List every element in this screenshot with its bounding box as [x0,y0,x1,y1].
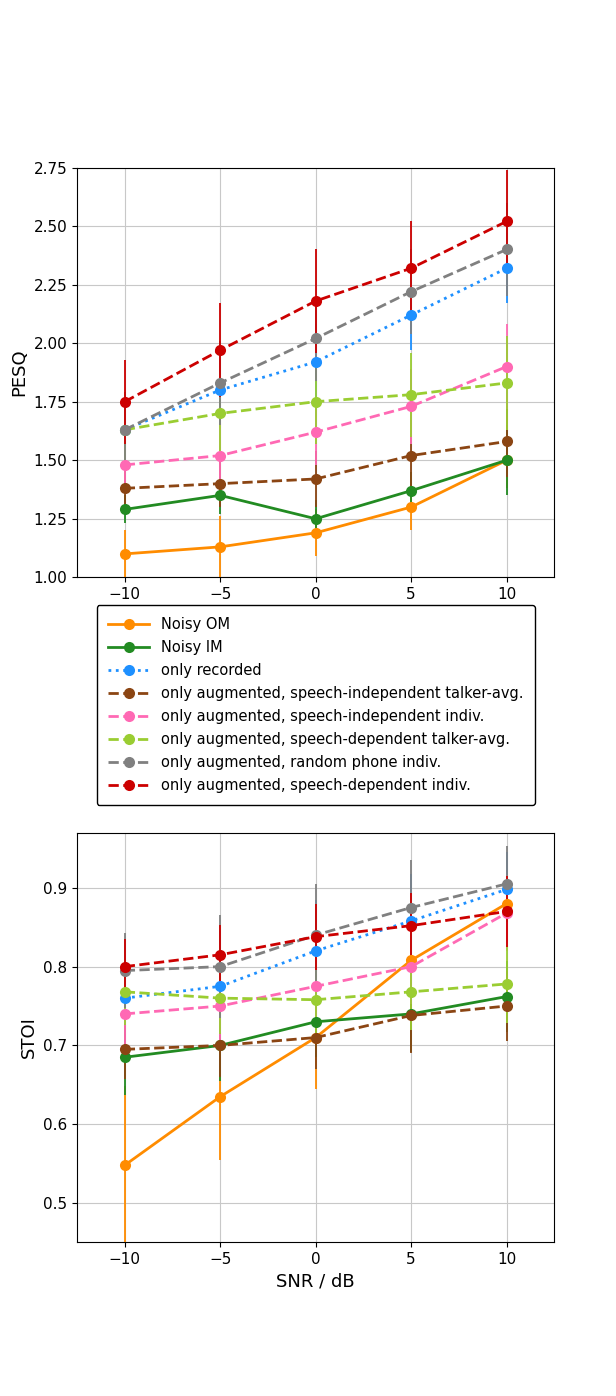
X-axis label: SNR / dB: SNR / dB [277,607,355,625]
X-axis label: SNR / dB: SNR / dB [277,1273,355,1291]
Legend: Noisy OM, Noisy IM, only recorded, only augmented, speech-independent talker-avg: Noisy OM, Noisy IM, only recorded, only … [97,606,535,804]
Y-axis label: PESQ: PESQ [10,349,28,396]
Y-axis label: STOI: STOI [20,1016,38,1058]
